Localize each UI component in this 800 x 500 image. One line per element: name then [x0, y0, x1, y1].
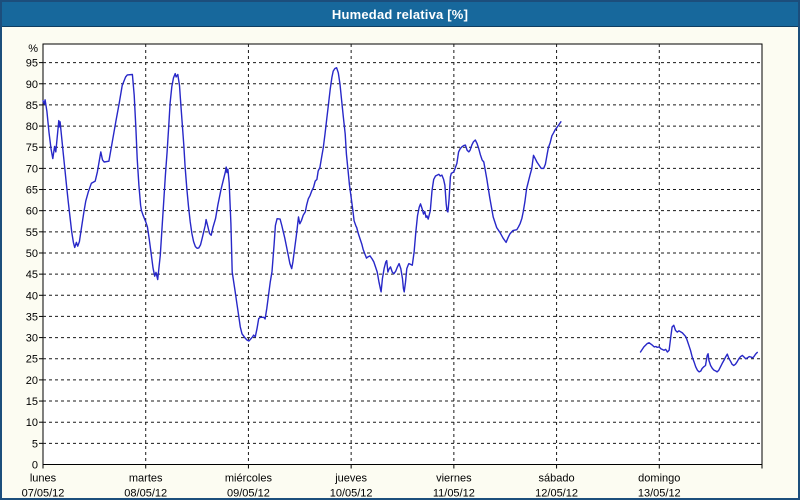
y-tick-label: 25: [26, 354, 38, 366]
y-tick-label: 5: [32, 438, 38, 450]
day-label: lunes: [30, 473, 57, 485]
date-label: 09/05/12: [227, 488, 270, 500]
y-axis-unit-label: %: [28, 43, 38, 55]
y-tick-label: 55: [26, 227, 38, 239]
humidity-series-line: [42, 67, 562, 342]
y-tick-label: 30: [26, 333, 38, 345]
day-label: jueves: [334, 473, 367, 485]
date-label: 10/05/12: [330, 488, 373, 500]
y-tick-label: 10: [26, 417, 38, 429]
humidity-series-line: [639, 324, 758, 373]
window-title: Humedad relativa [%]: [331, 6, 469, 22]
y-tick-label: 75: [26, 142, 38, 154]
date-label: 11/05/12: [433, 488, 475, 500]
date-label: 12/05/12: [535, 488, 578, 500]
title-bar: Humedad relativa [%]: [2, 2, 798, 27]
y-tick-label: 15: [26, 396, 38, 408]
day-label: domingo: [638, 473, 680, 485]
y-tick-label: 60: [26, 206, 38, 218]
day-label: miércoles: [225, 473, 273, 485]
y-tick-label: 20: [26, 375, 38, 387]
day-label: viernes: [436, 473, 472, 485]
y-tick-label: 45: [26, 269, 38, 281]
y-tick-label: 35: [26, 311, 38, 323]
plot-area: [42, 43, 763, 465]
y-tick-label: 95: [26, 58, 38, 70]
x-grid: lunes 07/05/12 martes 08/05/12 miércoles 09/0…: [22, 44, 763, 500]
y-tick-label: 0: [32, 460, 38, 472]
date-label: 08/05/12: [124, 488, 167, 500]
y-tick-label: 40: [26, 290, 38, 302]
y-tick-label: 50: [26, 248, 38, 260]
date-label: 13/05/12: [638, 488, 681, 500]
y-tick-label: 70: [26, 163, 38, 175]
day-label: sábado: [539, 473, 575, 485]
day-label: martes: [129, 473, 163, 485]
y-grid: 0 5 10 15 20 25 30 35 40 45 50 55 60 65 70 75 80 85 90 95: [26, 58, 762, 472]
y-tick-label: 85: [26, 100, 38, 112]
y-tick-label: 90: [26, 79, 38, 91]
y-tick-label: 80: [26, 121, 38, 133]
y-tick-label: 65: [26, 185, 38, 197]
date-label: 07/05/12: [22, 488, 65, 500]
